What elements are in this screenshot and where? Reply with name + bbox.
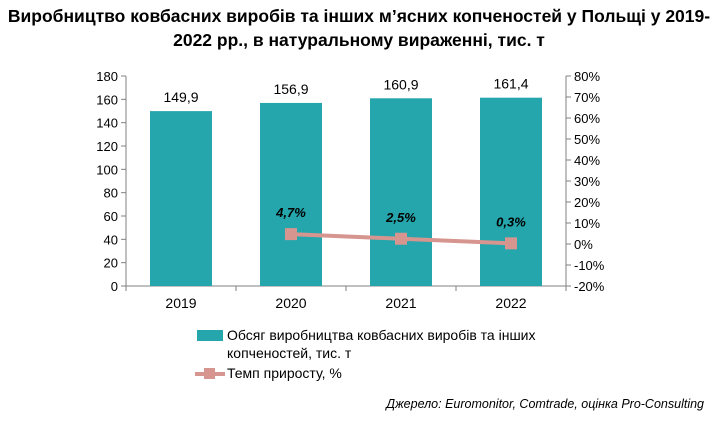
y-left-tick-label: 100 [96, 162, 118, 177]
y-right-tick-label: 0% [574, 237, 593, 252]
y-right-tick-label: 10% [574, 216, 600, 231]
growth-value-label: 0,3% [496, 214, 526, 229]
y-right-tick-label: 80% [574, 69, 600, 84]
legend-item-production: Обсяг виробництва ковбасних виробів та і… [195, 326, 567, 362]
y-right-tick-label: 20% [574, 195, 600, 210]
growth-value-label: 4,7% [275, 205, 306, 220]
growth-marker [505, 237, 517, 250]
bar [260, 102, 322, 286]
bar-value-label: 160,9 [383, 76, 418, 92]
y-right-tick-label: -20% [574, 279, 605, 294]
x-tick-label: 2019 [165, 295, 196, 311]
x-tick-label: 2022 [495, 295, 526, 311]
bar-value-label: 149,9 [163, 89, 198, 105]
y-left-tick-label: 40 [104, 232, 118, 247]
y-right-tick-label: 50% [574, 132, 600, 147]
y-right-tick-label: 70% [574, 90, 600, 105]
y-left-tick-label: 0 [111, 279, 118, 294]
x-tick-label: 2020 [275, 295, 306, 311]
y-left-tick-label: 20 [104, 256, 118, 271]
legend-label-production: Обсяг виробництва ковбасних виробів та і… [227, 327, 536, 361]
y-left-tick-label: 120 [96, 139, 118, 154]
bar [150, 111, 212, 286]
y-right-tick-label: -10% [574, 258, 605, 273]
source-note: Джерело: Euromonitor, Comtrade, оцінка P… [386, 397, 704, 411]
legend-label-growth: Темп приросту, % [227, 365, 342, 381]
bar [480, 97, 542, 286]
y-left-tick-label: 140 [96, 116, 118, 131]
x-tick-label: 2021 [385, 295, 416, 311]
bar-value-label: 156,9 [273, 81, 308, 97]
y-right-tick-label: 40% [574, 153, 600, 168]
growth-value-label: 2,5% [385, 210, 416, 225]
y-right-tick-label: 60% [574, 111, 600, 126]
bar-value-label: 161,4 [493, 76, 528, 92]
bar [370, 98, 432, 287]
growth-marker [285, 228, 297, 241]
y-left-tick-label: 160 [96, 92, 118, 107]
legend: Обсяг виробництва ковбасних виробів та і… [195, 326, 567, 382]
y-left-tick-label: 60 [104, 209, 118, 224]
legend-bar-swatch [197, 330, 223, 341]
y-right-tick-label: 30% [574, 174, 600, 189]
chart-plot: 0 20 40 60 80 100 120 140 160 180 -20% -10% 0% 10% 20%… [96, 69, 605, 311]
legend-item-growth: Темп приросту, % [195, 364, 567, 382]
y-left-tick-label: 180 [96, 69, 118, 84]
legend-marker-swatch [204, 368, 215, 379]
y-left-tick-label: 80 [104, 186, 118, 201]
chart-title: Виробництво ковбасних виробів та інших м… [7, 6, 711, 50]
growth-marker [395, 232, 407, 245]
